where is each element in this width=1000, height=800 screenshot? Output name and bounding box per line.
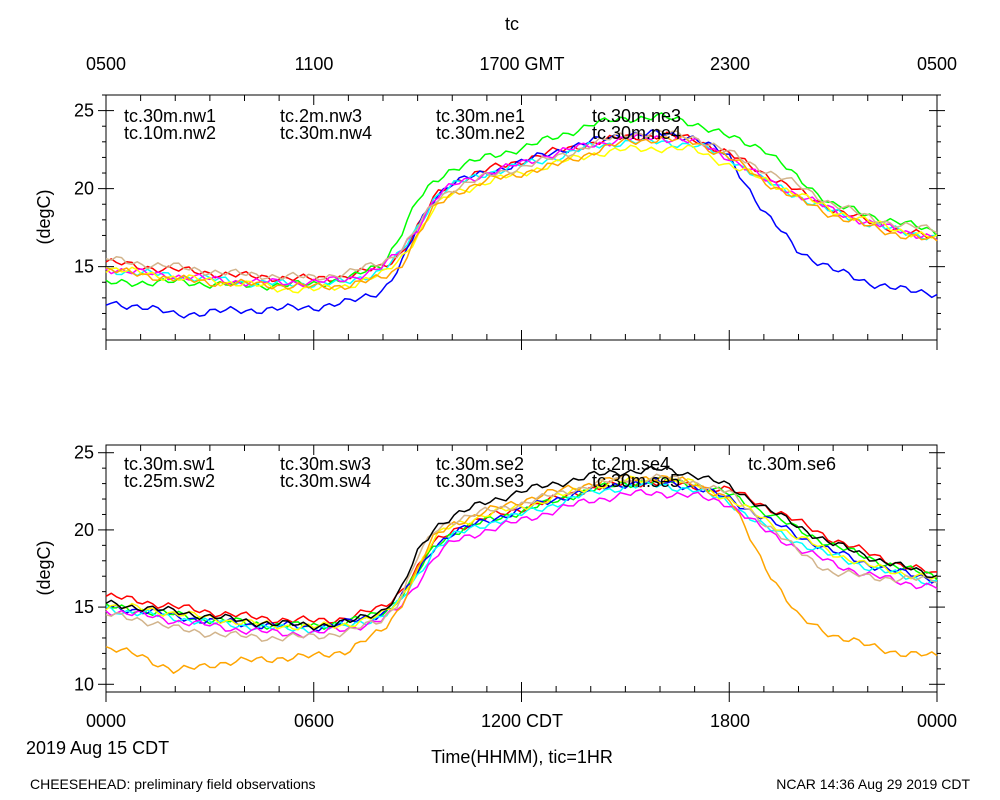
date-label: 2019 Aug 15 CDT bbox=[26, 738, 169, 758]
bottom-panel-ylabel: (degC) bbox=[34, 540, 54, 595]
bottom-panel-ticks: 10 15 20 25 bbox=[74, 443, 945, 702]
bottom-y-tick-label: 15 bbox=[74, 597, 94, 617]
chart-title: tc bbox=[505, 14, 519, 34]
bottom-axis-label-4: 0000 bbox=[917, 711, 957, 731]
bottom-legend-item: tc.30m.sw3 bbox=[280, 454, 371, 474]
top-legend-item: tc.30m.ne1 bbox=[436, 106, 525, 126]
x-axis-label: Time(HHMM), tic=1HR bbox=[431, 747, 613, 767]
bottom-series-line bbox=[105, 480, 938, 634]
bottom-series-line bbox=[105, 477, 938, 632]
bottom-y-tick-label: 25 bbox=[74, 443, 94, 463]
bottom-series-line bbox=[105, 475, 938, 631]
bottom-series-line bbox=[105, 475, 938, 630]
footer-right: NCAR 14:36 Aug 29 2019 CDT bbox=[776, 776, 970, 792]
bottom-y-tick-label: 20 bbox=[74, 520, 94, 540]
top-y-tick-label: 25 bbox=[74, 101, 94, 121]
bottom-axis-label-3: 1800 bbox=[710, 711, 750, 731]
bottom-legend-item: tc.2m.se4 bbox=[592, 454, 670, 474]
top-axis-label-1: 1100 bbox=[295, 54, 334, 74]
top-legend-item: tc.30m.nw4 bbox=[280, 123, 372, 143]
bottom-y-tick-label: 10 bbox=[74, 674, 94, 694]
bottom-series-line bbox=[105, 473, 938, 642]
top-y-tick-label: 15 bbox=[74, 257, 94, 277]
top-axis-label-0: 0500 bbox=[86, 54, 126, 74]
bottom-series-line bbox=[105, 465, 938, 631]
bottom-panel-series bbox=[105, 465, 938, 674]
top-legend-item: tc.30m.nw1 bbox=[124, 106, 216, 126]
bottom-axis-label-1: 0600 bbox=[294, 711, 334, 731]
bottom-series-line bbox=[105, 472, 938, 674]
bottom-legend-item: tc.30m.se2 bbox=[436, 454, 524, 474]
top-axis-label-3: 2300 bbox=[710, 54, 750, 74]
bottom-legend-item: tc.30m.sw1 bbox=[124, 454, 215, 474]
top-legend-item: tc.30m.ne4 bbox=[592, 123, 681, 143]
top-legend-item: tc.30m.ne3 bbox=[592, 106, 681, 126]
bottom-legend-item: tc.30m.se6 bbox=[748, 454, 836, 474]
top-panel-series bbox=[105, 112, 938, 319]
top-panel-ylabel: (degC) bbox=[34, 189, 54, 244]
top-series-line bbox=[105, 128, 938, 281]
top-series-line bbox=[105, 131, 938, 283]
top-series-line bbox=[105, 135, 938, 291]
top-legend-item: tc.30m.ne2 bbox=[436, 123, 525, 143]
footer-left: CHEESEHEAD: preliminary field observatio… bbox=[30, 776, 316, 792]
top-y-tick-label: 20 bbox=[74, 179, 94, 199]
bottom-legend-item: tc.25m.sw2 bbox=[124, 471, 215, 491]
bottom-axis-label-2: 1200 CDT bbox=[481, 711, 563, 731]
top-series-line bbox=[105, 133, 938, 288]
bottom-axis-label-0: 0000 bbox=[86, 711, 126, 731]
top-panel-ticks: 15 20 25 bbox=[74, 94, 945, 350]
bottom-legend-item: tc.30m.se3 bbox=[436, 471, 524, 491]
bottom-series-line bbox=[105, 488, 938, 639]
top-legend-item: tc.2m.nw3 bbox=[280, 106, 362, 126]
top-axis-label-4: 0500 bbox=[917, 54, 957, 74]
top-series-line bbox=[105, 129, 938, 319]
bottom-legend-item: tc.30m.sw4 bbox=[280, 471, 371, 491]
top-axis-label-2: 1700 GMT bbox=[479, 54, 564, 74]
bottom-legend-item: tc.30m.se5 bbox=[592, 471, 680, 491]
top-legend-item: tc.10m.nw2 bbox=[124, 123, 216, 143]
